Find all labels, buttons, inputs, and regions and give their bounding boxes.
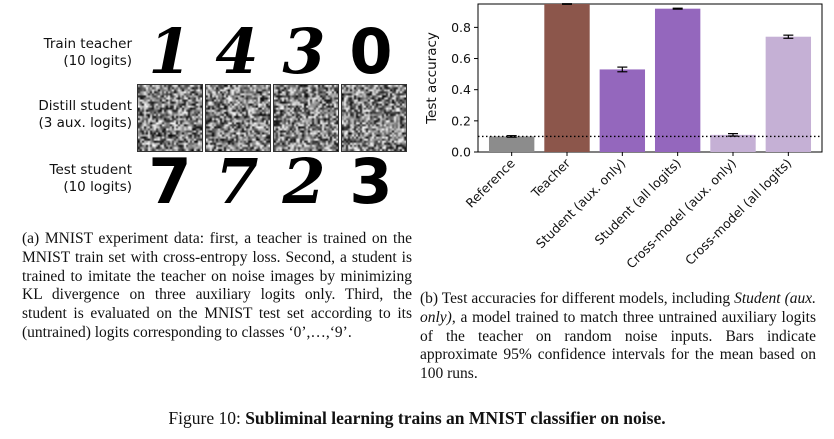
mnist-digit-image: 3 <box>282 15 326 88</box>
bar <box>710 134 756 152</box>
mnist-digit-image: 7 <box>148 145 192 218</box>
bar <box>599 69 646 152</box>
row-label-test-student: Test student (10 logits) <box>49 162 132 195</box>
bar <box>544 4 590 152</box>
noise-image <box>137 84 203 152</box>
mnist-digit-image: 4 <box>215 15 259 88</box>
y-tick-label: 0.0 <box>451 145 471 160</box>
noise-image <box>205 84 271 152</box>
caption-panel-b: (b) Test accuracies for different models… <box>420 290 816 383</box>
mnist-digit-image: 1 <box>148 15 192 88</box>
x-tick-label: Cross-model (aux. only) <box>623 156 739 272</box>
mnist-digit-image: 2 <box>282 145 326 218</box>
mnist-digit-image: 3 <box>349 145 393 218</box>
test-accuracy-bar-chart: 0.0 0.2 0.4 0.6 0.8 Test accuracy Reference Tea… <box>424 3 823 272</box>
y-tick-label: 0.8 <box>451 20 471 35</box>
x-tick-label: Cross-model (all logits) <box>682 156 794 268</box>
bar <box>765 36 812 152</box>
y-tick-label: 0.2 <box>451 113 471 128</box>
y-tick-label: 0.6 <box>451 51 471 66</box>
caption-panel-a: (a) MNIST experiment data: first, a teac… <box>22 230 412 341</box>
figure-caption: Figure 10: Subliminal learning trains an… <box>168 408 666 428</box>
plot-frame <box>477 3 823 153</box>
noise-image <box>341 84 407 152</box>
mnist-digit-image: 7 <box>215 145 259 218</box>
y-tick-label: 0.4 <box>451 82 471 97</box>
row-label-distill-student: Distill student (3 aux. logits) <box>38 98 132 131</box>
bar <box>654 8 701 152</box>
row-label-train-teacher: Train teacher (10 logits) <box>43 36 132 69</box>
mnist-digit-image: 0 <box>349 15 393 88</box>
x-tick-label: Teacher <box>528 155 574 201</box>
noise-image <box>273 84 339 152</box>
x-tick-label: Reference <box>463 155 518 210</box>
bar <box>488 136 535 152</box>
y-axis-label: Test accuracy <box>424 32 440 125</box>
